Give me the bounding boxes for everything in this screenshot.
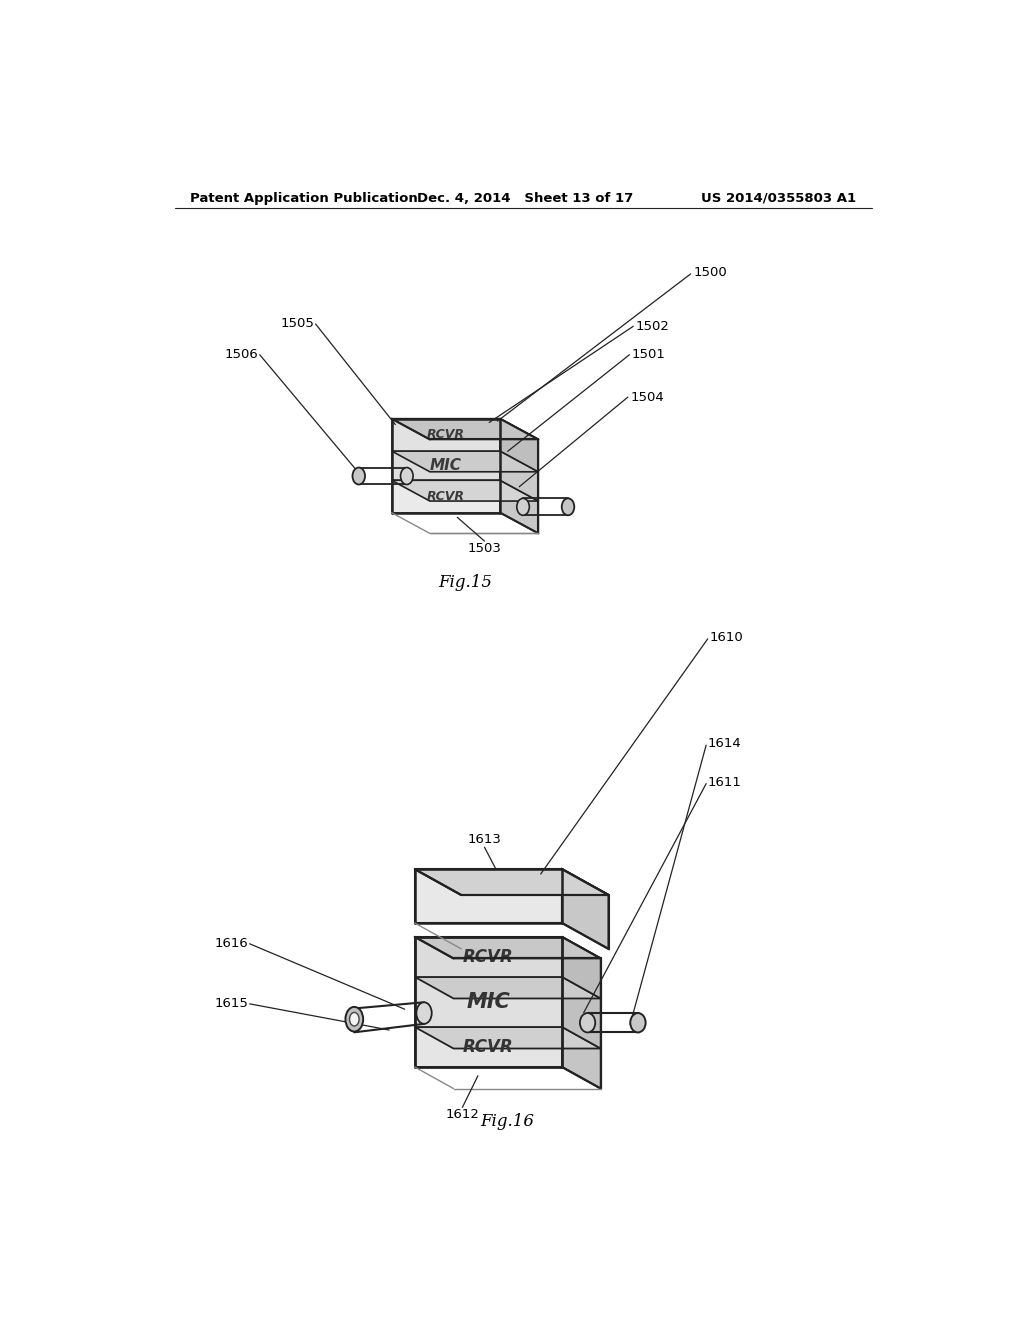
Polygon shape (415, 869, 608, 895)
Polygon shape (415, 869, 562, 923)
Polygon shape (562, 869, 608, 949)
Polygon shape (415, 977, 562, 1027)
Ellipse shape (417, 1002, 432, 1024)
Text: Patent Application Publication: Patent Application Publication (190, 191, 418, 205)
Text: 1502: 1502 (636, 319, 670, 333)
Ellipse shape (345, 1007, 364, 1031)
Polygon shape (391, 451, 539, 471)
Polygon shape (415, 1027, 601, 1048)
Ellipse shape (562, 499, 574, 515)
Text: 1613: 1613 (468, 833, 502, 846)
Text: 1505: 1505 (281, 317, 314, 330)
Text: Dec. 4, 2014   Sheet 13 of 17: Dec. 4, 2014 Sheet 13 of 17 (417, 191, 633, 205)
Text: 1504: 1504 (630, 391, 664, 404)
Polygon shape (562, 977, 601, 1048)
Text: 1615: 1615 (214, 998, 248, 1010)
Text: Fig.16: Fig.16 (480, 1113, 535, 1130)
Text: 1611: 1611 (708, 776, 741, 788)
Polygon shape (500, 480, 539, 533)
Text: 1610: 1610 (710, 631, 743, 644)
Text: 1500: 1500 (693, 265, 727, 279)
Polygon shape (415, 977, 601, 998)
Ellipse shape (631, 1012, 645, 1032)
Text: MIC: MIC (467, 991, 510, 1012)
Polygon shape (562, 1027, 601, 1089)
Text: RCVR: RCVR (427, 490, 465, 503)
Text: US 2014/0355803 A1: US 2014/0355803 A1 (701, 191, 856, 205)
Text: 1616: 1616 (214, 937, 248, 950)
Ellipse shape (580, 1012, 595, 1032)
Text: RCVR: RCVR (463, 948, 514, 966)
Polygon shape (391, 418, 539, 440)
Ellipse shape (352, 467, 365, 484)
Polygon shape (415, 937, 601, 958)
Polygon shape (391, 480, 500, 512)
Text: Fig.15: Fig.15 (438, 574, 492, 591)
Ellipse shape (349, 1012, 359, 1026)
Text: 1506: 1506 (224, 348, 258, 362)
Ellipse shape (517, 499, 529, 515)
Polygon shape (391, 418, 500, 451)
Polygon shape (500, 451, 539, 502)
Polygon shape (500, 418, 539, 471)
Polygon shape (391, 480, 539, 502)
Text: 1503: 1503 (468, 543, 502, 554)
Polygon shape (415, 1027, 562, 1067)
Text: 1501: 1501 (632, 348, 666, 362)
Text: MIC: MIC (430, 458, 462, 473)
Ellipse shape (400, 467, 413, 484)
Text: 1614: 1614 (708, 737, 741, 750)
Text: 1612: 1612 (445, 1107, 479, 1121)
Polygon shape (391, 451, 500, 480)
Polygon shape (415, 869, 608, 895)
Polygon shape (562, 937, 601, 998)
Text: RCVR: RCVR (427, 428, 465, 441)
Text: RCVR: RCVR (463, 1038, 514, 1056)
Polygon shape (415, 937, 562, 977)
